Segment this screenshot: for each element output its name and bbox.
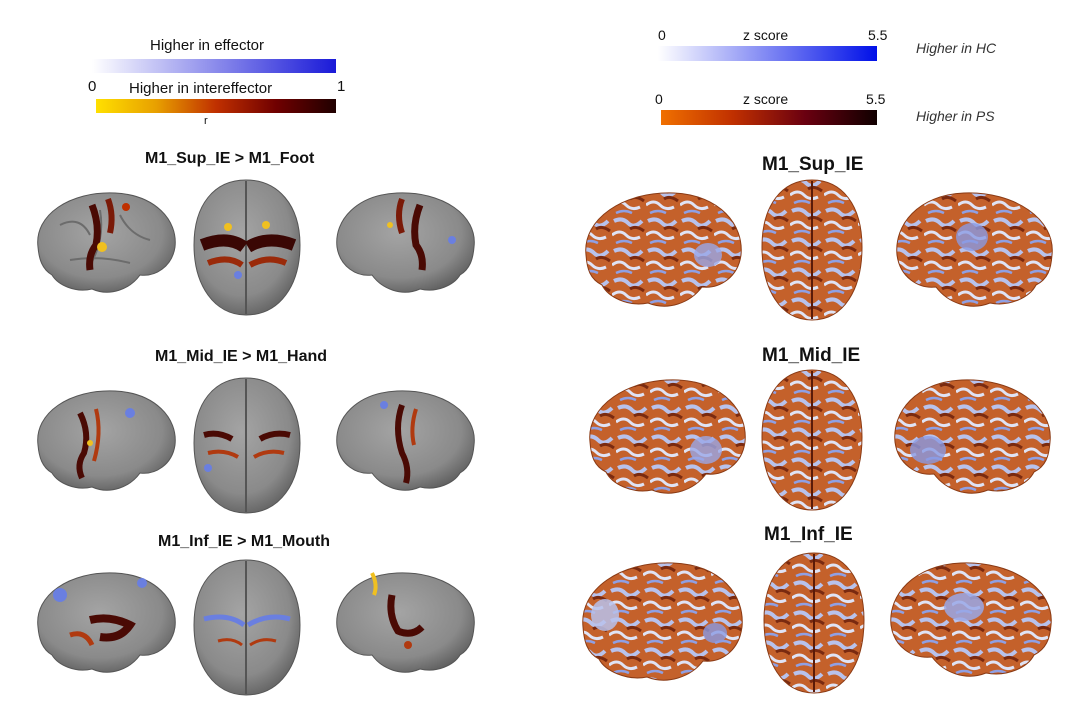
left-sup-lateral-brain [37, 192, 176, 293]
right-row-title-mid: M1_Mid_IE [762, 345, 861, 366]
hc-min-tick: 0 [658, 27, 666, 43]
right-sup-medial-brain [896, 192, 1053, 307]
ps-max-tick: 5.5 [866, 91, 886, 107]
right-mid-lateral-brain [589, 379, 746, 494]
right-inf-dorsal-brain [763, 552, 865, 694]
right-inf-medial-brain [890, 562, 1052, 677]
ps-side-label: Higher in PS [916, 108, 995, 124]
legend-effector-label: Higher in effector [150, 37, 264, 54]
hc-side-label: Higher in HC [916, 40, 997, 56]
left-sup-dorsal-brain [193, 179, 301, 316]
right-mid-dorsal-brain [761, 369, 863, 511]
ps-zscore-label: z score [743, 91, 789, 107]
left-mid-lateral-brain [37, 390, 176, 491]
right-mid-medial-brain [894, 379, 1051, 494]
hc-zscore-label: z score [743, 27, 789, 43]
right-inf-lateral-brain [582, 562, 743, 681]
legend-intereffector-bar [96, 99, 336, 113]
right-row-title-sup: M1_Sup_IE [762, 154, 864, 175]
legend-effector-bar [92, 59, 336, 73]
legend-min-tick: 0 [88, 78, 97, 95]
left-row-title-mid: M1_Mid_IE > M1_Hand [155, 348, 328, 365]
legend-max-tick: 1 [337, 78, 346, 95]
ps-colorbar [661, 110, 877, 125]
left-inf-medial-brain [336, 572, 475, 673]
left-row-title-sup: M1_Sup_IE > M1_Foot [145, 150, 315, 167]
legend-intereffector-label: Higher in intereffector [129, 80, 273, 97]
hc-max-tick: 5.5 [868, 27, 888, 43]
left-sup-medial-brain [336, 192, 475, 293]
left-row-title-inf: M1_Inf_IE > M1_Mouth [158, 533, 331, 550]
left-mid-medial-brain [336, 390, 475, 491]
hc-colorbar [658, 46, 877, 61]
right-row-title-inf: M1_Inf_IE [764, 524, 853, 545]
right-sup-lateral-brain [585, 192, 742, 307]
left-mid-dorsal-brain [193, 377, 301, 514]
ps-min-tick: 0 [655, 91, 663, 107]
legend-unit: r [204, 115, 208, 127]
left-inf-lateral-brain [37, 572, 176, 673]
left-inf-dorsal-brain [193, 559, 301, 696]
right-sup-dorsal-brain [761, 179, 863, 321]
